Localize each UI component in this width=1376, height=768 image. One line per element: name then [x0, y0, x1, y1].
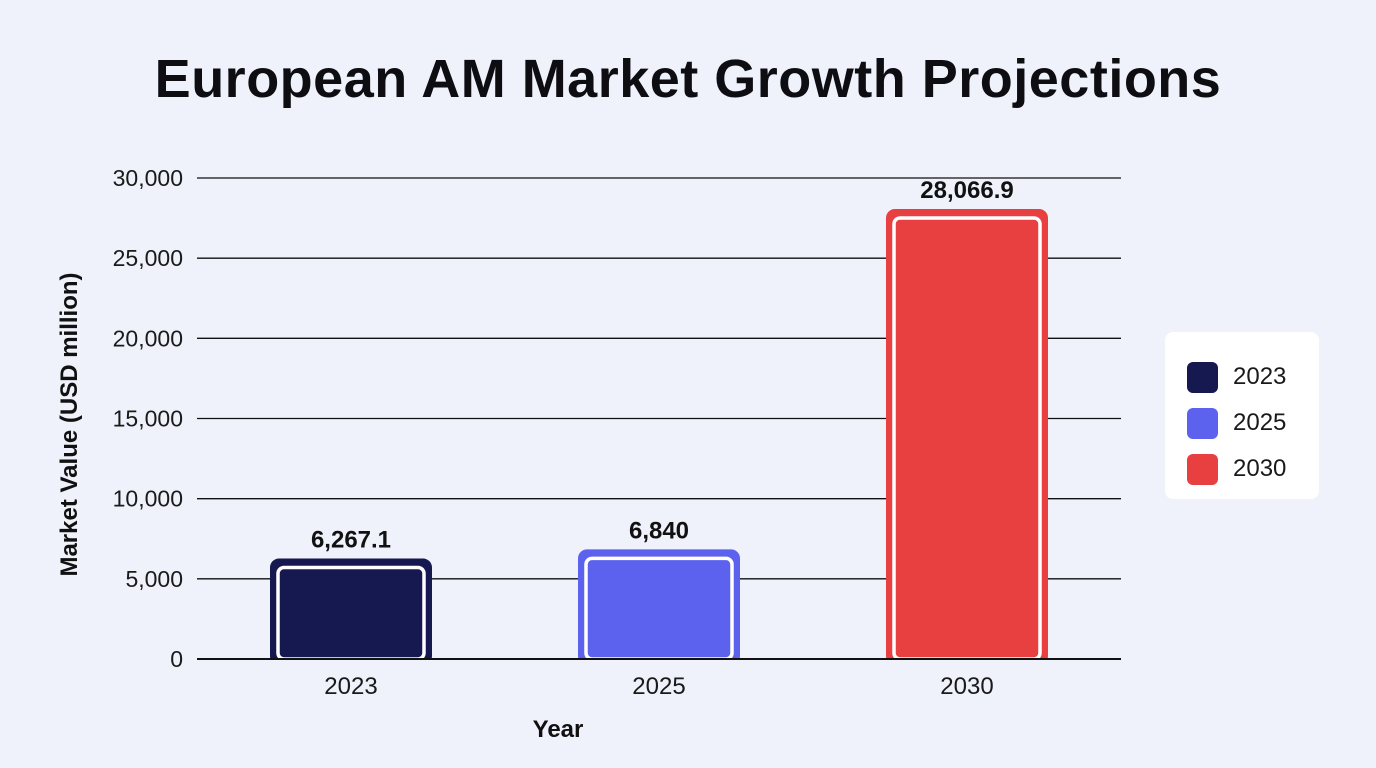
x-tick-label: 2025 [632, 673, 685, 700]
bars [268, 208, 1050, 668]
y-tick-label: 10,000 [113, 486, 183, 512]
legend-item-2025: 2025 [1165, 400, 1319, 446]
bar-2025 [576, 549, 742, 668]
y-axis-ticks: 0 5,000 10,000 15,000 20,000 25,000 30,000 [113, 165, 183, 672]
bar-base-mask [268, 660, 434, 668]
y-tick-label: 25,000 [113, 245, 183, 271]
bar-fill [578, 549, 740, 665]
x-axis-ticks: 2023 2025 2030 [197, 658, 1121, 700]
legend-item-2030: 2030 [1165, 446, 1319, 492]
x-tick-label: 2023 [324, 673, 377, 700]
legend-swatch [1187, 407, 1218, 439]
y-tick-label: 0 [170, 646, 183, 672]
legend-label: 2023 [1233, 363, 1287, 390]
x-tick-label: 2030 [940, 673, 993, 700]
bar-fill [886, 208, 1048, 666]
legend-item-2023: 2023 [1165, 354, 1319, 400]
bar-base-mask [576, 660, 742, 668]
bar-2030 [884, 208, 1050, 668]
data-labels: 6,267.1 6,840 28,066.9 [311, 177, 1014, 554]
y-tick-label: 30,000 [113, 165, 183, 191]
y-tick-label: 20,000 [113, 325, 183, 351]
y-tick-label: 5,000 [125, 566, 183, 592]
bar-fill [270, 558, 432, 665]
legend-label: 2030 [1233, 455, 1287, 482]
y-axis-title: Market Value (USD million) [56, 272, 83, 576]
data-label: 6,267.1 [311, 527, 391, 554]
legend: 2023 2025 2030 [1165, 332, 1319, 499]
data-label: 28,066.9 [920, 177, 1013, 204]
x-axis-title: Year [533, 716, 584, 743]
data-label: 6,840 [629, 517, 689, 544]
legend-label: 2025 [1233, 409, 1287, 436]
legend-swatch [1187, 453, 1218, 485]
bar-2023 [268, 558, 434, 668]
y-tick-label: 15,000 [113, 406, 183, 432]
legend-swatch [1187, 361, 1218, 393]
bar-base-mask [884, 660, 1050, 668]
chart-title: European AM Market Growth Projections [154, 49, 1222, 109]
